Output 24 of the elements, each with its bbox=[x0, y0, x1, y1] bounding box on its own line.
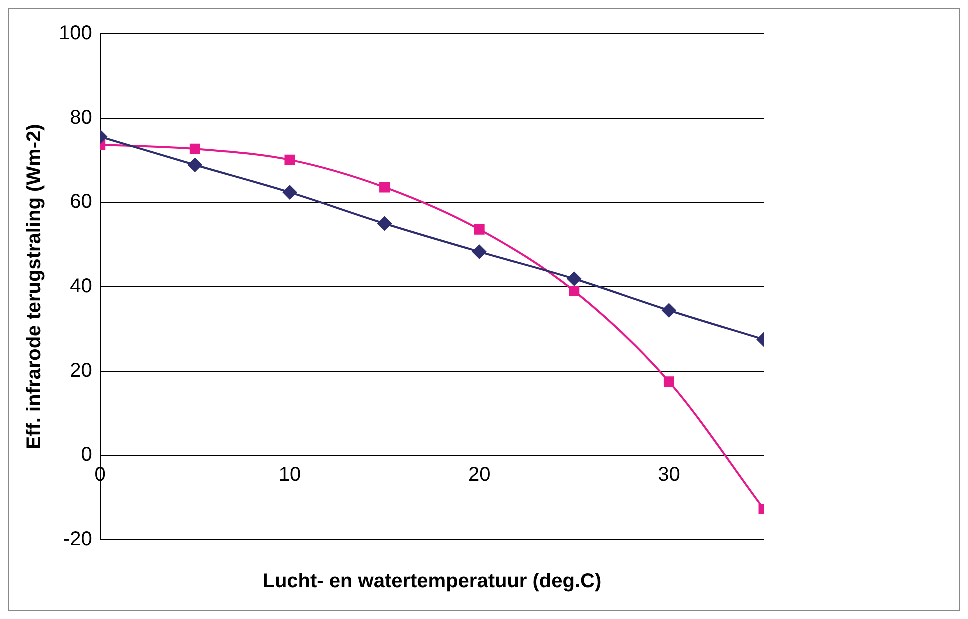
y-tick-label: -20 bbox=[63, 528, 92, 551]
point bbox=[190, 144, 200, 154]
x-axis-title: Lucht- en watertemperatuur (deg.C) bbox=[262, 570, 602, 593]
point bbox=[567, 272, 582, 286]
point bbox=[474, 224, 485, 235]
x-tick-label: 20 bbox=[468, 464, 491, 486]
point bbox=[378, 216, 392, 231]
y-axis-title: Eff. infrarode terugstraling (Wm-2) bbox=[24, 124, 46, 450]
y-tick-label: 100 bbox=[58, 22, 92, 45]
y-tick-label: 40 bbox=[70, 276, 92, 298]
y-tick-label: 80 bbox=[70, 106, 92, 129]
point bbox=[569, 286, 580, 296]
point bbox=[282, 186, 297, 200]
x-tick-label: 30 bbox=[658, 464, 680, 486]
point bbox=[664, 376, 674, 388]
point bbox=[472, 245, 487, 259]
y-tick-label: 60 bbox=[70, 191, 92, 214]
x-tick-label: 10 bbox=[278, 464, 302, 486]
point bbox=[284, 154, 296, 166]
y-tick-label: 20 bbox=[70, 360, 92, 382]
point bbox=[662, 304, 676, 318]
point bbox=[188, 158, 202, 172]
y-tick-label: 0 bbox=[81, 444, 92, 466]
point bbox=[380, 182, 390, 193]
